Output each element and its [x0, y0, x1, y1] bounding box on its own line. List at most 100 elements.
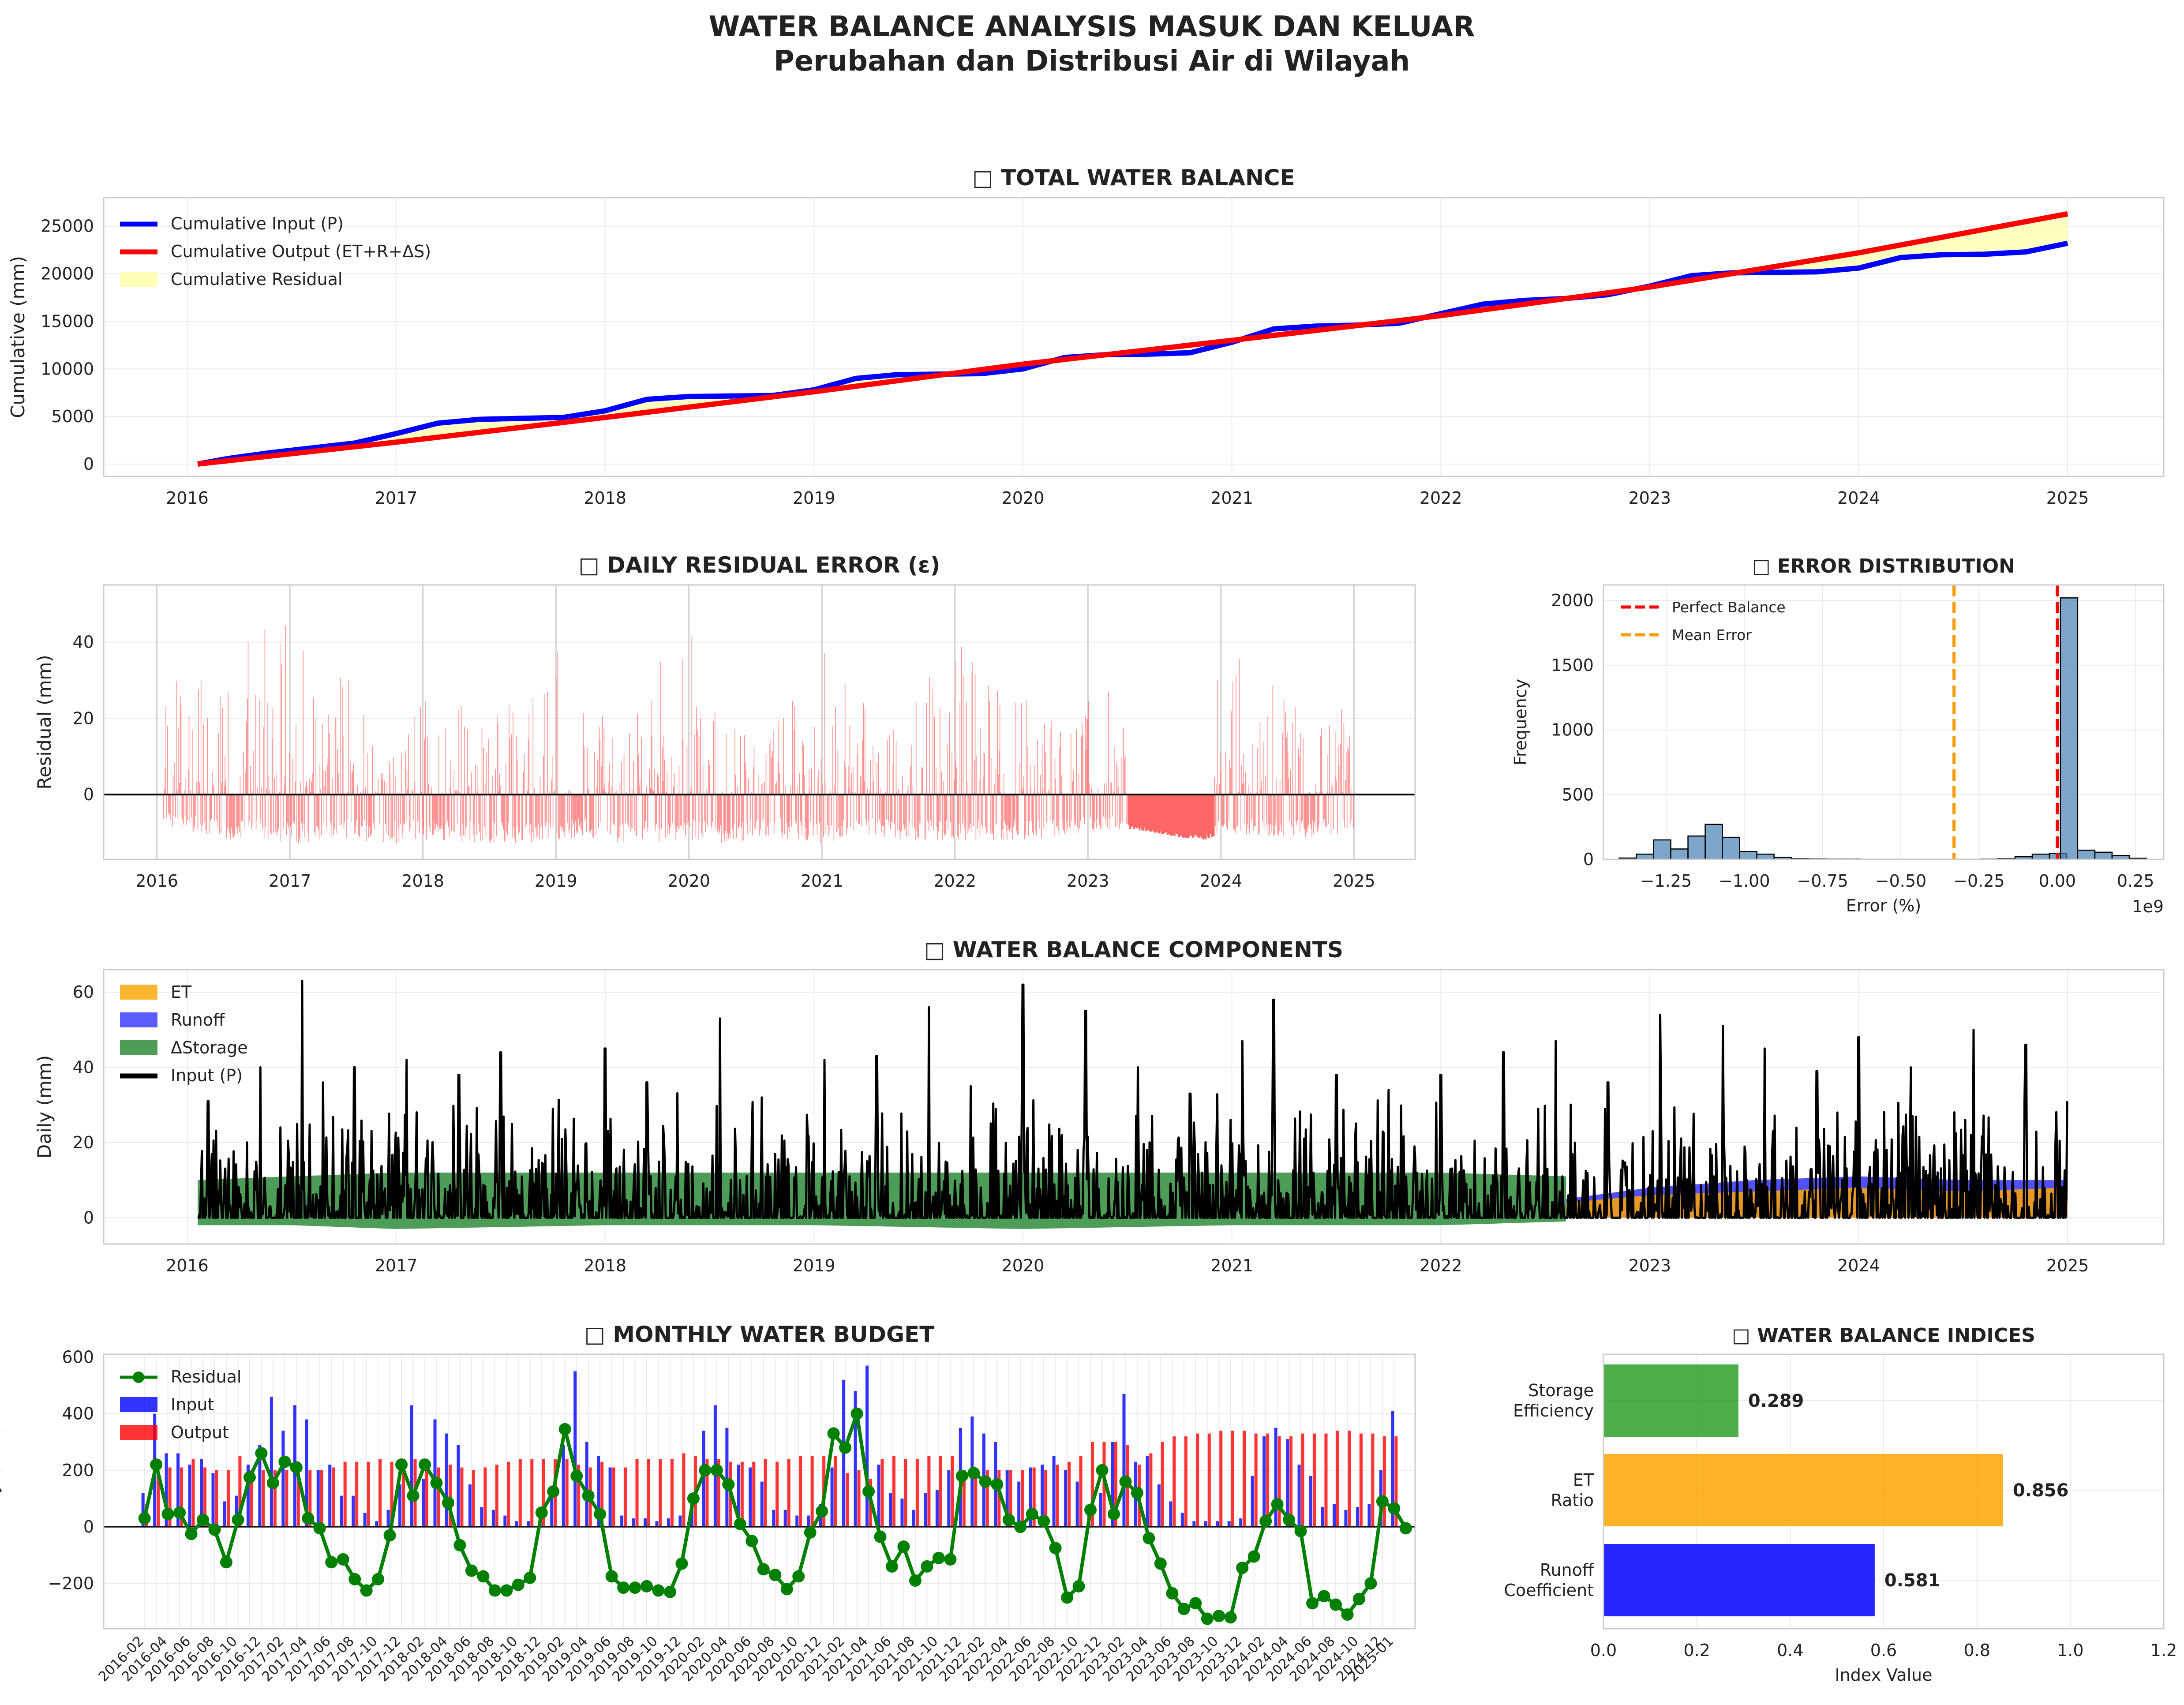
input-bar [1192, 1521, 1196, 1527]
output-bar [191, 1459, 195, 1527]
residual-bars [163, 626, 1354, 844]
index-bar [1603, 1544, 1875, 1616]
x-tick-label: 0.6 [1870, 1641, 1897, 1660]
x-tick-label: 2021 [1210, 488, 1253, 508]
residual-point [243, 1471, 256, 1484]
y-tick-label: 20 [73, 1133, 94, 1152]
output-bar [740, 1461, 744, 1527]
index-value-label: 0.856 [2013, 1480, 2069, 1501]
legend-label: Input (P) [171, 1066, 243, 1085]
output-bar [880, 1459, 884, 1527]
input-bar [1309, 1476, 1313, 1527]
output-bar [1324, 1433, 1328, 1527]
input-bar [900, 1499, 904, 1527]
residual-point [524, 1571, 536, 1584]
histogram-bar [1636, 854, 1654, 860]
output-bar [717, 1459, 720, 1527]
residual-point [1306, 1597, 1319, 1610]
output-bar [705, 1459, 709, 1527]
output-bar [308, 1470, 312, 1527]
figure-title: WATER BALANCE ANALYSIS MASUK DAN KELUAR [709, 11, 1475, 43]
output-bar [1348, 1431, 1351, 1527]
output-bar [1009, 1470, 1012, 1527]
residual-point [1294, 1525, 1307, 1537]
output-bar [1091, 1442, 1094, 1527]
output-bar [1231, 1431, 1234, 1527]
daily-residual-panel: 2016 2017 2018 2019 2020 2021 2022 2023 2024 2025… [34, 552, 1416, 891]
input-bar [1332, 1504, 1336, 1527]
residual-point [185, 1528, 198, 1540]
x-tick-label: 0.2 [1683, 1641, 1710, 1660]
output-bar [775, 1461, 779, 1527]
x-tick-label: 1.2 [2150, 1641, 2177, 1660]
output-bar [507, 1461, 510, 1527]
input-bar [422, 1479, 425, 1527]
y-axis-label: Residual (mm) [34, 655, 55, 789]
residual-point [1247, 1550, 1260, 1563]
y-tick-label: 0 [83, 785, 94, 804]
output-bar [857, 1470, 861, 1527]
residual-point [477, 1570, 490, 1583]
output-bar [1056, 1465, 1059, 1527]
residual-point [488, 1584, 501, 1597]
input-bar [328, 1465, 332, 1527]
x-scale-note: 1e9 [2132, 897, 2164, 916]
input-bar [783, 1510, 787, 1527]
output-bar [985, 1470, 989, 1527]
output-bar [1207, 1433, 1211, 1527]
input-bar [1146, 1456, 1149, 1527]
residual-point [1388, 1502, 1401, 1515]
output-bar [1114, 1442, 1117, 1527]
residual-point [1002, 1514, 1015, 1526]
residual-point [1341, 1608, 1354, 1621]
output-bar [530, 1459, 534, 1527]
output-bar [810, 1456, 814, 1527]
output-bar [355, 1461, 359, 1527]
residual-point [325, 1556, 338, 1569]
input-bar [795, 1515, 799, 1527]
input-bar [398, 1484, 402, 1527]
residual-point [150, 1458, 163, 1471]
total-balance-panel: 2016 2017 2018 2019 2020 2021 2022 2023 2024 2025… [7, 165, 2165, 508]
residual-point [991, 1478, 1004, 1491]
monthly-budget-panel: −200 0 200 400 600 □ MONTHLY WATER BUDGET Mont… [0, 1322, 1416, 1685]
residual-point [348, 1573, 361, 1585]
input-bar [1075, 1481, 1079, 1527]
residual-point [337, 1553, 349, 1566]
histogram-bar [2077, 850, 2096, 860]
y-tick-label: 2000 [1551, 591, 1594, 610]
residual-point [383, 1529, 396, 1542]
input-bar [176, 1453, 180, 1527]
output-bar [752, 1461, 756, 1527]
residual-point [967, 1467, 980, 1480]
residual-point [1213, 1610, 1225, 1623]
output-bar [1336, 1431, 1339, 1527]
histogram-bar [2031, 854, 2050, 860]
y-tick-label: 40 [73, 633, 94, 652]
x-tick-label: 2024 [1199, 871, 1242, 891]
residual-point [313, 1522, 326, 1535]
input-bar [562, 1445, 565, 1527]
x-tick-label: 2022 [1420, 488, 1462, 508]
input-bar [924, 1493, 927, 1527]
input-bar [807, 1515, 810, 1527]
x-tick-label: 2021 [1210, 1256, 1253, 1275]
input-bar [865, 1365, 869, 1527]
output-bar [659, 1459, 662, 1527]
input-bar [573, 1371, 577, 1527]
x-tick-label: 0.00 [2038, 871, 2076, 891]
output-bar [997, 1470, 1001, 1527]
output-bar [483, 1467, 487, 1527]
index-bar [1603, 1454, 2003, 1526]
input-bar [1169, 1501, 1173, 1527]
plot-frame [1603, 584, 2165, 860]
residual-point [1096, 1464, 1109, 1476]
input-bar [305, 1419, 308, 1527]
x-tick-label: 2016 [166, 488, 209, 508]
input-bar [457, 1445, 460, 1527]
residual-point [605, 1570, 618, 1583]
output-bar [846, 1473, 849, 1527]
chart-title: □ TOTAL WATER BALANCE [972, 165, 1295, 191]
legend-label: Cumulative Output (ET+R+ΔS) [171, 242, 431, 261]
